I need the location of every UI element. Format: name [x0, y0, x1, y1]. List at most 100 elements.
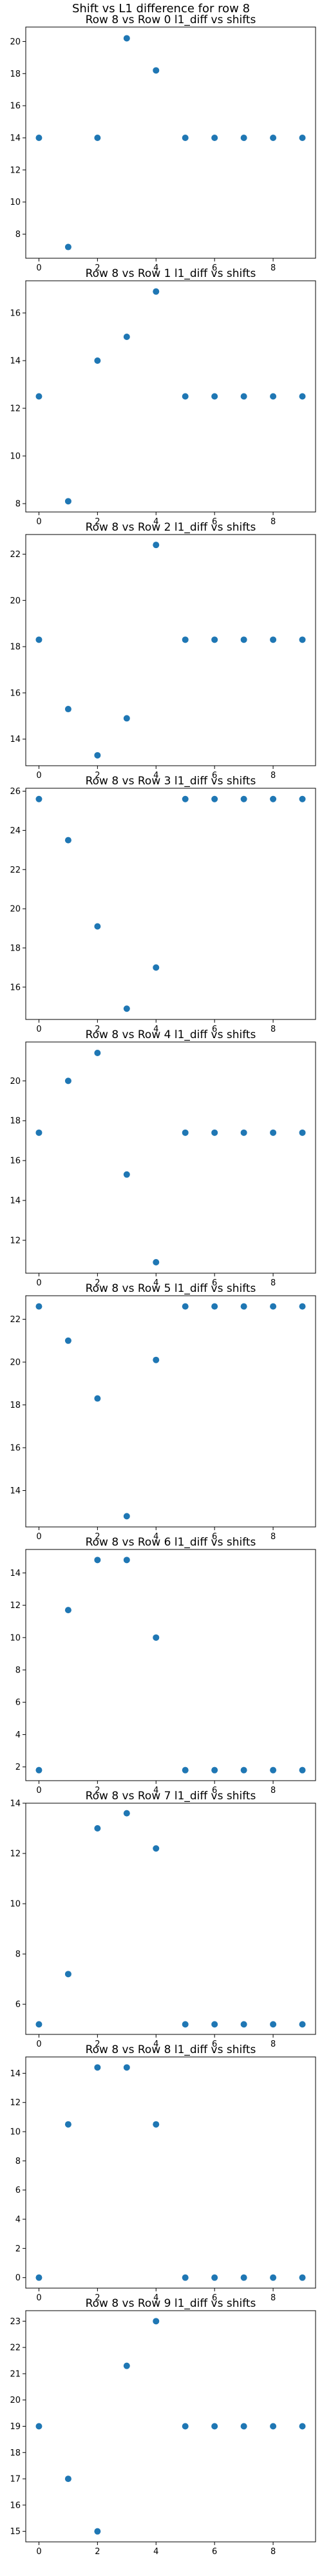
y-tick-label: 2	[15, 2244, 21, 2254]
y-tick-label: 8	[15, 500, 21, 509]
x-tick-label: 8	[270, 771, 276, 781]
subplot-0: Row 8 vs Row 0 l1_diff vs shifts 0 2 4 6 8 8 10…	[10, 14, 316, 273]
data-point	[182, 2021, 189, 2028]
data-point	[211, 1129, 218, 1136]
data-point	[182, 1129, 189, 1136]
data-point	[182, 1303, 189, 1310]
plot-frame	[25, 1549, 316, 1781]
y-tick-label: 14	[10, 735, 21, 744]
y-tick-label: 0	[15, 2273, 21, 2283]
y-tick-label: 8	[15, 2157, 21, 2166]
x-tick-label: 0	[36, 1278, 41, 1288]
y-tick-label: 18	[10, 70, 21, 79]
subplot-title: Row 8 vs Row 1 l1_diff vs shifts	[86, 267, 256, 280]
data-point	[64, 1971, 71, 1978]
x-tick-label: 8	[270, 1278, 276, 1288]
data-point	[270, 2021, 277, 2028]
data-point	[182, 1766, 189, 1774]
data-point	[299, 2274, 306, 2281]
x-tick-label: 2	[95, 2547, 100, 2557]
x-tick-label: 6	[212, 517, 217, 527]
subplot-title: Row 8 vs Row 6 l1_diff vs shifts	[86, 1536, 256, 1549]
data-point	[64, 498, 71, 505]
subplot-5: Row 8 vs Row 5 l1_diff vs shifts 0 2 4 6 8 14 1…	[10, 1282, 316, 1542]
subplot-6: Row 8 vs Row 6 l1_diff vs shifts 0 2 4 6 8 2 4 6…	[10, 1536, 316, 1795]
data-point	[35, 1129, 43, 1136]
data-point	[182, 795, 189, 802]
data-point	[123, 2362, 130, 2369]
data-point	[299, 393, 306, 400]
subplot-title: Row 8 vs Row 5 l1_diff vs shifts	[86, 1282, 256, 1295]
x-tick-label: 6	[212, 1532, 217, 1542]
data-point	[153, 2121, 160, 2128]
y-tick-label: 18	[10, 1117, 21, 1126]
y-tick-label: 6	[15, 1698, 21, 1708]
data-point	[270, 2274, 277, 2281]
x-tick-label: 4	[153, 2040, 158, 2049]
y-tick-label: 8	[15, 1666, 21, 1676]
y-tick-label: 16	[10, 102, 21, 111]
data-point	[94, 752, 101, 759]
plot-frame	[25, 2056, 316, 2289]
data-point	[240, 393, 247, 400]
y-tick-label: 15	[10, 2527, 21, 2537]
x-tick-label: 8	[270, 517, 276, 527]
data-point	[182, 2423, 189, 2430]
y-tick-label: 10	[10, 1900, 21, 1909]
x-tick-label: 8	[270, 1532, 276, 1542]
y-tick-label: 20	[10, 2396, 21, 2405]
y-tick-label: 22	[10, 866, 21, 875]
y-tick-label: 16	[10, 1444, 21, 1454]
subplot-title: Row 8 vs Row 3 l1_diff vs shifts	[86, 775, 256, 788]
subplot-title: Row 8 vs Row 4 l1_diff vs shifts	[86, 1028, 256, 1041]
x-tick-label: 0	[36, 263, 41, 273]
y-tick-label: 12	[10, 166, 21, 175]
data-point	[240, 135, 247, 142]
data-point	[153, 1258, 160, 1265]
x-tick-label: 6	[212, 1025, 217, 1034]
data-point	[182, 393, 189, 400]
data-point	[35, 393, 43, 400]
data-point	[299, 1303, 306, 1310]
data-point	[299, 795, 306, 802]
data-point	[64, 2121, 71, 2128]
data-point	[153, 964, 160, 971]
y-tick-label: 18	[10, 2448, 21, 2458]
data-point	[94, 1557, 101, 1564]
x-tick-label: 8	[270, 2040, 276, 2049]
x-tick-label: 0	[36, 1786, 41, 1795]
x-tick-label: 6	[212, 2040, 217, 2049]
y-tick-label: 22	[10, 2344, 21, 2353]
x-tick-label: 2	[95, 1532, 100, 1542]
subplot-title: Row 8 vs Row 9 l1_diff vs shifts	[86, 2297, 256, 2310]
y-tick-label: 26	[10, 787, 21, 797]
data-point	[35, 2423, 43, 2430]
y-tick-label: 8	[15, 230, 21, 240]
data-point	[270, 1303, 277, 1310]
data-point	[299, 1129, 306, 1136]
x-tick-label: 2	[95, 2293, 100, 2303]
figure-title: Shift vs L1 difference for row 8	[72, 2, 250, 15]
x-tick-label: 4	[153, 2547, 158, 2557]
data-point	[94, 1050, 101, 1057]
x-tick-label: 4	[153, 1532, 158, 1542]
data-point	[123, 1810, 130, 1817]
data-point	[153, 2318, 160, 2325]
data-point	[211, 1303, 218, 1310]
y-tick-label: 14	[10, 1569, 21, 1578]
y-tick-label: 12	[10, 2098, 21, 2108]
y-tick-label: 16	[10, 688, 21, 698]
x-tick-label: 8	[270, 2293, 276, 2303]
data-point	[123, 1171, 130, 1178]
y-tick-label: 6	[15, 2000, 21, 2010]
data-point	[211, 2021, 218, 2028]
x-tick-label: 0	[36, 2293, 41, 2303]
data-point	[64, 837, 71, 844]
data-point	[182, 2274, 189, 2281]
subplot-8: Row 8 vs Row 8 l1_diff vs shifts 0 2 4 6 8 0 2 4…	[10, 2043, 316, 2303]
y-tick-label: 18	[10, 1401, 21, 1410]
y-tick-label: 14	[10, 2069, 21, 2079]
subplot-7: Row 8 vs Row 7 l1_diff vs shifts 0 2 4 6 8 6 8 1…	[10, 1790, 316, 2049]
